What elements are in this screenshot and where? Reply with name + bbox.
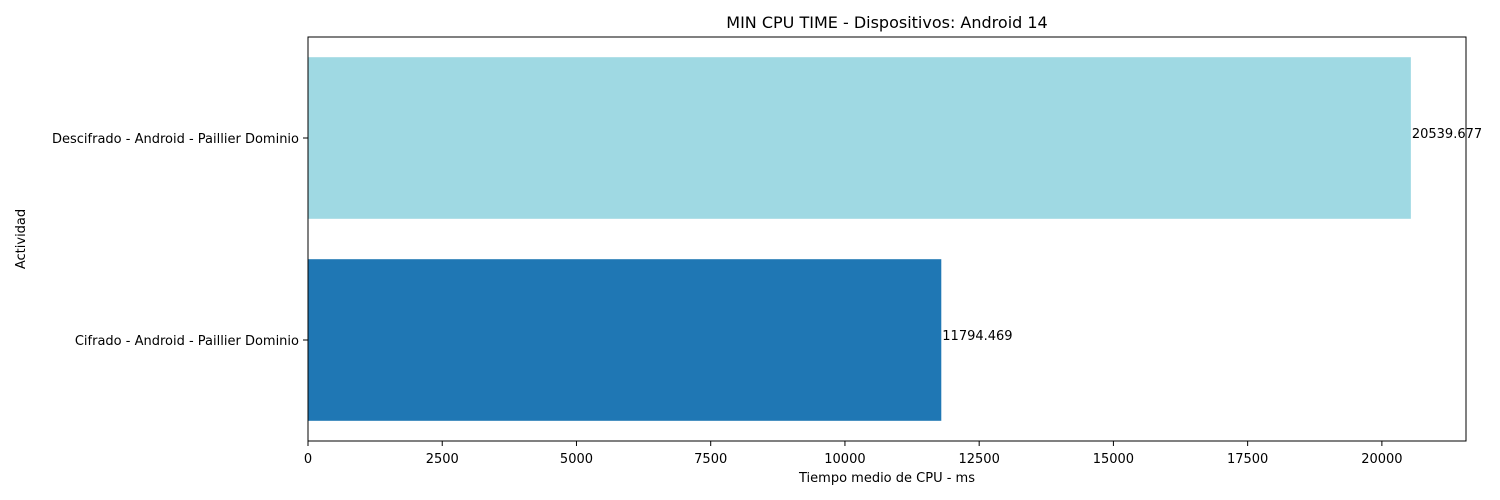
x-tick-label: 5000 bbox=[560, 452, 593, 467]
y-axis: Cifrado - Android - Paillier Dominio Desc… bbox=[52, 132, 308, 349]
chart-title: MIN CPU TIME - Dispositivos: Android 14 bbox=[726, 13, 1047, 32]
x-tick-label: 20000 bbox=[1361, 452, 1402, 467]
y-axis-title: Actividad bbox=[14, 209, 29, 269]
bar-value-label: 11794.469 bbox=[942, 329, 1012, 344]
plot-frame bbox=[307, 36, 1467, 442]
x-axis-title: Tiempo medio de CPU - ms bbox=[798, 471, 975, 486]
bars-layer bbox=[308, 57, 1411, 421]
x-tick-label: 7500 bbox=[694, 452, 727, 467]
y-tick-label: Cifrado - Android - Paillier Dominio bbox=[75, 334, 299, 349]
x-tick-label: 2500 bbox=[426, 452, 459, 467]
x-axis: 0 2500 5000 7500 10000 12500 15000 17500 20000 bbox=[304, 441, 1403, 467]
x-tick-label: 15000 bbox=[1093, 452, 1134, 467]
y-tick-label: Descifrado - Android - Paillier Dominio bbox=[52, 132, 299, 147]
bar bbox=[308, 259, 942, 421]
bar-value-label: 20539.677 bbox=[1412, 127, 1482, 142]
x-tick-label: 12500 bbox=[958, 452, 999, 467]
bar bbox=[308, 57, 1411, 219]
x-tick-label: 0 bbox=[304, 452, 312, 467]
data-labels-layer: 11794.469 20539.677 bbox=[942, 127, 1482, 344]
x-tick-label: 10000 bbox=[824, 452, 865, 467]
x-tick-label: 17500 bbox=[1227, 452, 1268, 467]
